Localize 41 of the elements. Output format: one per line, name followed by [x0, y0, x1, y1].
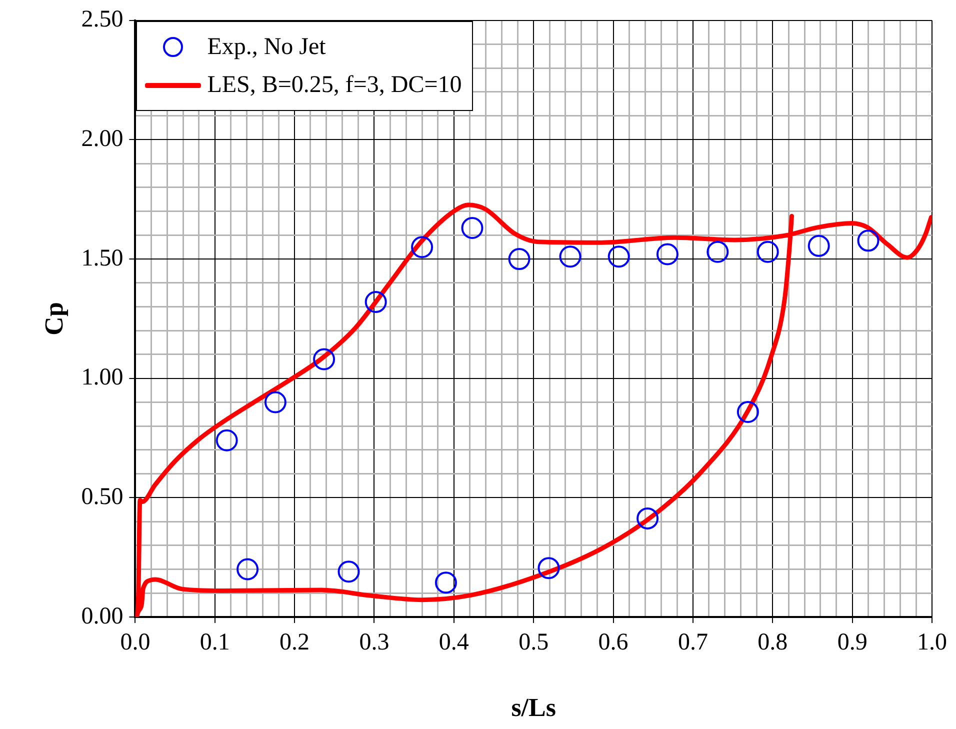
x-tick-label: 0.8 [758, 630, 788, 656]
x-tick-label: 0.3 [359, 630, 390, 656]
point [216, 429, 238, 452]
x-tick-label: 0.7 [678, 630, 708, 656]
y-tick-label: 0.50 [81, 484, 124, 510]
y-tick-label: 2.50 [81, 6, 124, 33]
point [756, 240, 779, 263]
point [338, 560, 360, 583]
y-tick-label: 2.00 [81, 126, 124, 152]
x-tick-label: 0.0 [120, 630, 150, 656]
point [236, 558, 259, 580]
x-tick-label: 0.2 [280, 630, 310, 656]
x-tick-label: 0.1 [200, 630, 230, 656]
point [538, 557, 560, 580]
point [461, 217, 484, 240]
point [608, 246, 630, 268]
x-tick-label: 0.5 [518, 630, 549, 656]
point [656, 243, 678, 266]
y-tick-label: 1.50 [81, 245, 124, 272]
x-tick-label: 0.9 [837, 630, 868, 656]
point [508, 248, 530, 270]
point [706, 240, 729, 263]
point [313, 348, 336, 370]
point [364, 290, 387, 313]
y-axis-title: Cp [39, 302, 68, 336]
legend-label: Exp., No Jet [207, 34, 326, 61]
point [636, 507, 659, 530]
point [411, 236, 434, 258]
point [808, 234, 830, 257]
y-tick-label: 0.00 [81, 603, 124, 630]
point [559, 246, 582, 268]
x-tick-label: 0.4 [438, 630, 469, 656]
x-axis-title: s/Ls [511, 693, 556, 722]
x-tick-label: 0.6 [598, 630, 628, 656]
x-tick-label: 1.0 [917, 630, 947, 656]
point [857, 230, 880, 252]
legend-label: LES, B=0.25, f=3, DC=10 [207, 72, 462, 99]
y-tick-label: 1.00 [81, 364, 124, 391]
point [434, 572, 457, 594]
point [264, 391, 286, 414]
point [736, 401, 759, 424]
